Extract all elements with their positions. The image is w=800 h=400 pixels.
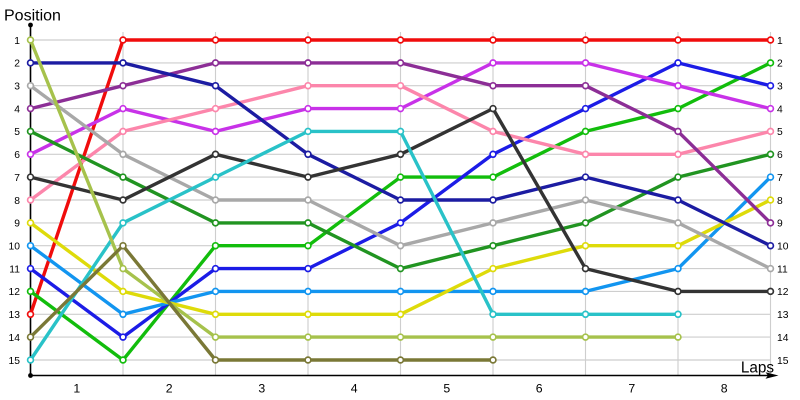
svg-text:15: 15 [777,356,789,367]
svg-text:5: 5 [14,127,20,138]
svg-text:10: 10 [777,242,789,253]
svg-text:11: 11 [777,264,788,275]
svg-text:5: 5 [777,127,783,138]
svg-text:15: 15 [9,356,21,367]
svg-text:1: 1 [14,36,20,47]
svg-text:3: 3 [258,382,265,396]
svg-text:3: 3 [14,82,20,93]
svg-text:1: 1 [73,382,80,396]
svg-text:11: 11 [9,264,20,275]
svg-text:8: 8 [721,382,728,396]
svg-text:2: 2 [14,59,20,70]
svg-text:4: 4 [14,104,20,115]
svg-text:12: 12 [9,287,21,298]
svg-text:8: 8 [14,196,20,207]
svg-text:6: 6 [536,382,543,396]
svg-text:4: 4 [351,382,358,396]
svg-text:8: 8 [777,196,783,207]
svg-text:1: 1 [777,36,783,47]
svg-text:2: 2 [166,382,173,396]
svg-text:4: 4 [777,104,783,115]
svg-text:5: 5 [443,382,450,396]
svg-text:6: 6 [14,150,20,161]
svg-text:3: 3 [777,82,783,93]
svg-text:7: 7 [628,382,635,396]
svg-text:14: 14 [777,333,789,344]
svg-text:2: 2 [777,59,783,70]
svg-text:9: 9 [777,219,783,230]
svg-text:Laps: Laps [741,359,775,376]
svg-text:12: 12 [777,287,789,298]
svg-text:Position: Position [4,7,61,24]
svg-text:10: 10 [9,242,21,253]
svg-text:13: 13 [9,310,21,321]
svg-text:13: 13 [777,310,789,321]
svg-text:9: 9 [14,219,20,230]
svg-text:7: 7 [14,173,20,184]
svg-text:7: 7 [777,173,783,184]
svg-text:14: 14 [9,333,21,344]
svg-text:6: 6 [777,150,783,161]
